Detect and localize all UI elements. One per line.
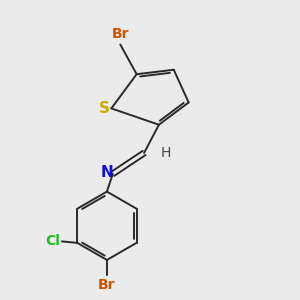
Text: Br: Br — [98, 278, 116, 292]
Text: H: H — [160, 146, 171, 160]
Text: S: S — [99, 101, 110, 116]
Text: N: N — [101, 165, 114, 180]
Text: Br: Br — [112, 27, 129, 41]
Text: Cl: Cl — [46, 234, 60, 248]
